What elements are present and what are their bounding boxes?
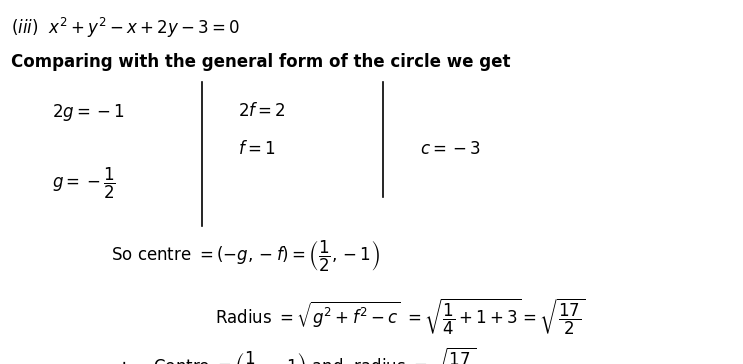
Text: $2f = 2$: $2f = 2$	[238, 102, 285, 120]
Text: $(iii)$  $x^2 + y^2 - x + 2y - 3 = 0$: $(iii)$ $x^2 + y^2 - x + 2y - 3 = 0$	[11, 16, 240, 40]
Text: $2g = -1$: $2g = -1$	[52, 102, 125, 123]
Text: Comparing with the general form of the circle we get: Comparing with the general form of the c…	[11, 53, 510, 71]
Text: So centre $= (-g, -f) = \left(\dfrac{1}{2}, -1\right)$: So centre $= (-g, -f) = \left(\dfrac{1}{…	[111, 238, 381, 274]
Text: $c = -3$: $c = -3$	[420, 140, 481, 158]
Text: $g = -\dfrac{1}{2}$: $g = -\dfrac{1}{2}$	[52, 166, 116, 201]
Text: $f = 1$: $f = 1$	[238, 140, 275, 158]
Text: Radius $= \sqrt{g^2 + f^2 - c}$ $= \sqrt{\dfrac{1}{4}+1+3} = \sqrt{\dfrac{17}{2}: Radius $= \sqrt{g^2 + f^2 - c}$ $= \sqrt…	[215, 297, 586, 337]
Text: $\therefore$    Centre $= \left(\dfrac{1}{2}, -1\right)$ and  radius $= \sqrt{\d: $\therefore$ Centre $= \left(\dfrac{1}{2…	[115, 346, 476, 364]
